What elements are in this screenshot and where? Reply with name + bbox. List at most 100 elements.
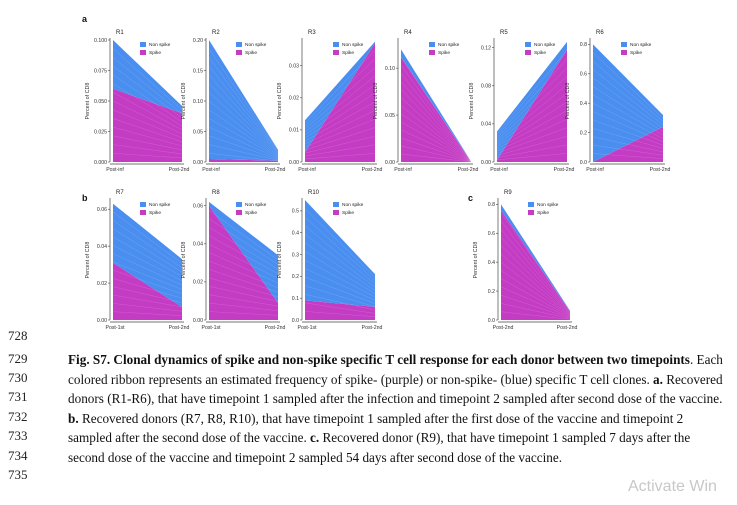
clone-line <box>400 65 472 162</box>
clone-line <box>592 86 664 132</box>
x-tick-label: Post-2nd <box>265 325 286 331</box>
legend-label-spike: Spike <box>342 50 354 56</box>
y-tick-label: 0.8 <box>580 42 587 48</box>
clone-line <box>304 118 376 148</box>
clone-line <box>500 212 571 312</box>
spike-ribbon <box>209 205 278 320</box>
clone-line <box>304 153 376 160</box>
clone-line <box>208 260 279 288</box>
clone-line <box>500 220 571 313</box>
legend-swatch-nonspike <box>621 42 627 47</box>
legend-swatch-spike <box>621 50 627 55</box>
clone-line <box>496 93 568 145</box>
x-tick-label: Post-2nd <box>265 167 286 173</box>
figure-caption: Fig. S7. Clonal dynamics of spike and no… <box>68 350 728 467</box>
y-tick-label: 0.0 <box>488 318 495 324</box>
chart-r7: 0.00 0.02 0.04 0.06 Post-1st Post-2nd Percent … <box>85 190 189 331</box>
clone-line <box>592 136 664 153</box>
clone-line <box>112 153 183 159</box>
y-tick-label: 0.04 <box>481 122 491 128</box>
line-number-732: 732 <box>8 409 28 424</box>
clone-line <box>208 48 279 151</box>
clone-line <box>208 269 279 293</box>
y-tick-label: 0.6 <box>580 72 587 78</box>
legend-swatch-nonspike <box>140 202 146 207</box>
x-tick-label: Post-2nd <box>169 167 190 173</box>
y-tick-label: 0.0 <box>292 318 299 324</box>
clone-line <box>208 65 279 153</box>
legend-label-nonspike: Non spike <box>342 42 364 48</box>
clone-line <box>304 294 376 311</box>
clone-line <box>112 303 183 312</box>
caption-a-label: a. <box>653 371 663 387</box>
y-tick-label: 0.100 <box>94 38 107 44</box>
clone-line <box>592 94 664 136</box>
legend-swatch-nonspike <box>525 42 531 47</box>
y-tick-label: 0.075 <box>94 68 107 74</box>
clone-line <box>304 127 376 151</box>
charts-group: 0.000 0.025 0.050 0.075 0.100 Post-inf Post-2n… <box>85 30 670 331</box>
clone-line <box>500 228 571 313</box>
y-tick-label: 0.15 <box>193 68 203 74</box>
clone-line <box>208 118 279 158</box>
y-tick-label: 0.6 <box>488 231 495 237</box>
clone-line <box>500 270 571 317</box>
clone-line <box>304 259 376 298</box>
clone-lines <box>304 208 376 317</box>
legend-swatch-nonspike <box>333 202 339 207</box>
clone-lines <box>500 212 571 320</box>
line-number-733: 733 <box>8 428 28 443</box>
y-axis-label: Percent of CD8 <box>85 83 91 120</box>
legend-label-nonspike: Non spike <box>342 202 364 208</box>
clone-line <box>112 253 183 286</box>
clone-line <box>112 144 183 155</box>
y-axis-label: Percent of CD8 <box>181 83 187 120</box>
clone-line <box>208 144 279 161</box>
x-tick-label: Post-2nd <box>650 167 671 173</box>
figure-s7: a b c 0.000 0.025 0.050 0.075 0.100 Post-inf P… <box>82 14 670 331</box>
clone-lines <box>496 50 568 161</box>
chart-title: R10 <box>308 190 320 196</box>
y-tick-label: 0.1 <box>292 296 299 302</box>
legend-label-spike: Spike <box>630 50 642 56</box>
y-tick-label: 0.03 <box>289 63 299 69</box>
y-tick-label: 0.20 <box>193 38 203 44</box>
clone-line <box>496 144 568 158</box>
clone-line <box>112 245 183 282</box>
y-axis-label: Percent of CD8 <box>85 242 91 279</box>
clone-line <box>208 92 279 156</box>
y-tick-label: 0.05 <box>385 113 395 119</box>
clone-line <box>208 218 279 265</box>
y-tick-label: 0.2 <box>292 274 299 280</box>
legend-swatch-spike <box>140 210 146 215</box>
clone-line <box>208 235 279 274</box>
y-tick-label: 0.02 <box>97 281 107 287</box>
clone-line <box>496 67 568 139</box>
clone-line <box>304 242 376 291</box>
line-number-728: 728 <box>8 328 28 343</box>
legend-label-nonspike: Non spike <box>149 42 171 48</box>
caption-b-text: Recovered donors (R7, R8, R10), that hav… <box>68 410 684 446</box>
spike-ribbon <box>501 210 570 320</box>
spike-ribbon <box>305 300 375 320</box>
line-number-731: 731 <box>8 389 28 404</box>
chart-r6: 0.0 0.2 0.4 0.6 0.8 Post-inf Post-2nd Percent o… <box>565 30 670 173</box>
chart-title: R5 <box>500 30 508 36</box>
y-tick-label: 0.025 <box>94 129 107 135</box>
nonspike-ribbon <box>209 201 278 303</box>
chart-r5: 0.00 0.04 0.08 0.12 Post-inf Post-2nd Percent … <box>469 30 574 173</box>
chart-r8: 0.00 0.02 0.04 0.06 Post-1st Post-2nd Percent … <box>181 190 285 331</box>
clone-line <box>304 302 376 314</box>
clone-line <box>400 81 472 162</box>
clone-line <box>592 61 664 122</box>
chart-r10: 0.0 0.1 0.2 0.3 0.4 0.5 Post-1st Post-2nd Percen… <box>277 190 382 331</box>
clone-line <box>112 57 183 115</box>
legend-swatch-spike <box>140 50 146 55</box>
y-tick-label: 0.5 <box>292 209 299 215</box>
y-tick-label: 0.10 <box>385 66 395 72</box>
clone-line <box>112 126 183 147</box>
line-number-730: 730 <box>8 370 28 385</box>
x-tick-label: Post-2nd <box>169 325 190 331</box>
nonspike-ribbon <box>501 204 570 312</box>
spike-ribbon <box>113 88 182 162</box>
